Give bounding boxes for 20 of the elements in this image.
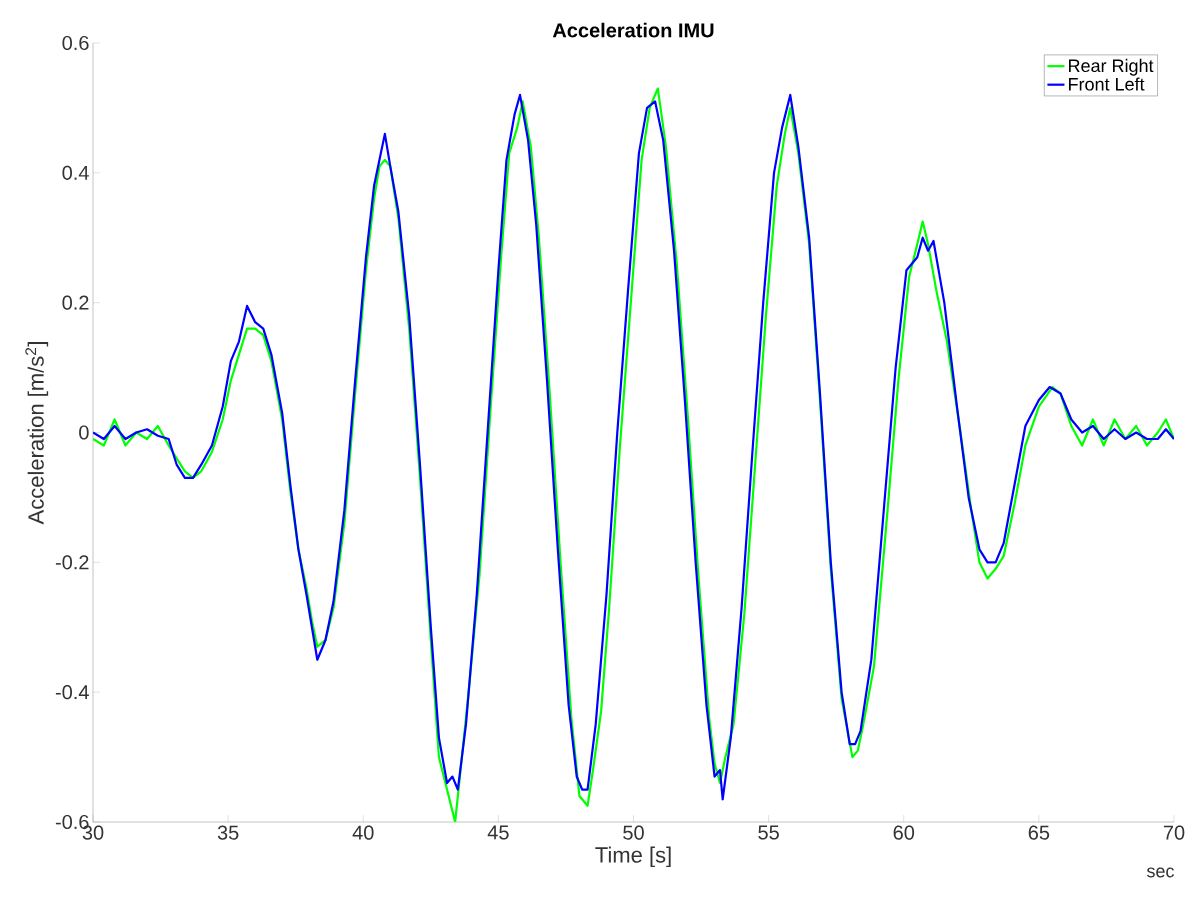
y-tick-label: 0.2 [62, 295, 89, 310]
x-tick-label: 40 [352, 825, 374, 840]
y-axis-title: Acceleration [m/s$^{2}$] [25, 342, 49, 525]
x-tick-label: 55 [758, 825, 779, 840]
chart-title: Acceleration IMU [552, 22, 714, 38]
x-tick-label: 45 [487, 825, 509, 840]
x-tick-label: 60 [893, 825, 915, 840]
x-axis-title: Time [s] [595, 846, 671, 868]
y-tick-label: -0.4 [55, 685, 89, 700]
x-tick-label: 65 [1028, 825, 1050, 840]
x-tick-label: 50 [623, 825, 644, 840]
y-tick-label: 0 [79, 425, 89, 440]
y-tick-label: 0.4 [62, 165, 89, 180]
legend-label: Rear Right [1069, 58, 1154, 76]
legend-label: Front Left [1069, 77, 1145, 91]
text: sec [1146, 867, 1174, 878]
x-tick-label: 70 [1163, 825, 1185, 840]
y-tick-label: 0.6 [62, 35, 89, 51]
x-tick-label: 35 [217, 825, 239, 840]
y-tick-label: -0.2 [55, 555, 89, 570]
